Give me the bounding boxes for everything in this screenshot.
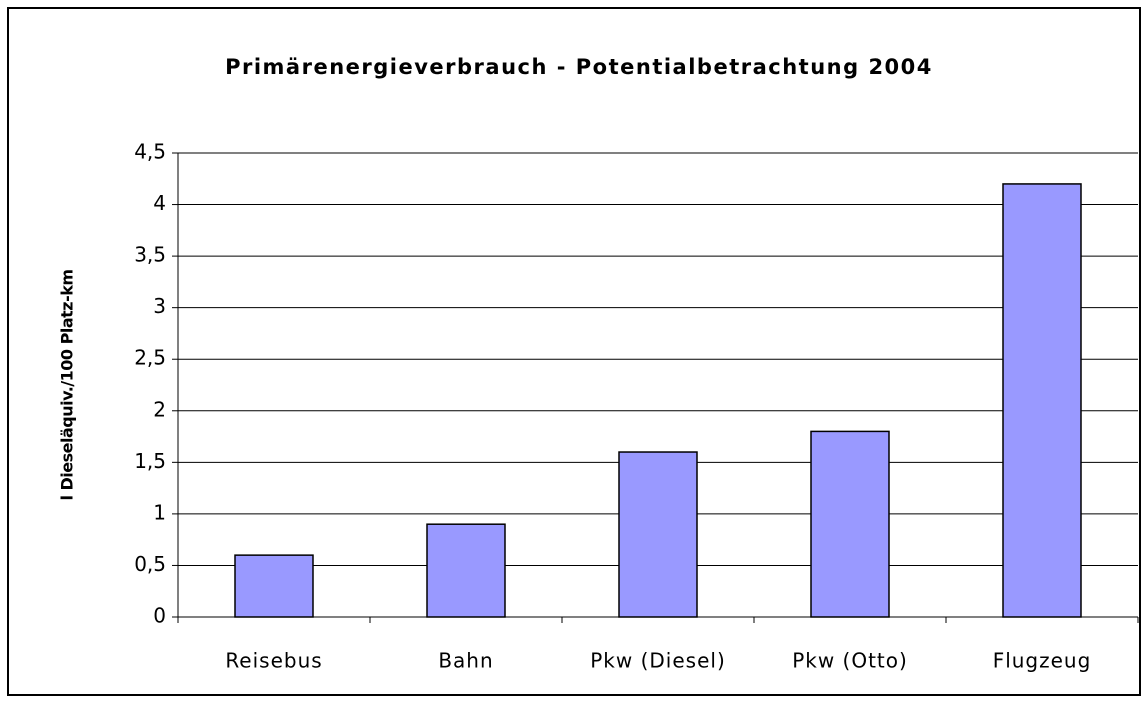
y-tick-label: 1 xyxy=(153,500,166,524)
y-tick-label: 2 xyxy=(153,397,166,421)
bar xyxy=(618,451,698,618)
x-tick-label: Flugzeug xyxy=(993,649,1092,673)
y-tick-label: 3 xyxy=(153,294,166,318)
y-tick-label: 0 xyxy=(153,604,166,628)
chart-border xyxy=(7,7,1141,696)
chart-title: Primärenergieverbrauch - Potentialbetrac… xyxy=(225,55,933,79)
x-tick-label: Reisebus xyxy=(225,649,322,673)
bar xyxy=(234,554,314,618)
x-tick-label: Pkw (Otto) xyxy=(792,649,908,673)
bar xyxy=(426,523,506,618)
y-tick-label: 4 xyxy=(153,191,166,215)
y-axis-label: l Dieseläquiv./100 Platz-km xyxy=(58,269,77,500)
x-tick-label: Bahn xyxy=(438,649,493,673)
y-tick-label: 2,5 xyxy=(134,346,166,370)
y-tick-label: 3,5 xyxy=(134,243,166,267)
y-tick-label: 0,5 xyxy=(134,552,166,576)
x-tick-label: Pkw (Diesel) xyxy=(590,649,726,673)
y-tick-label: 4,5 xyxy=(134,140,166,164)
bar xyxy=(810,430,890,618)
y-tick-label: 1,5 xyxy=(134,449,166,473)
bar xyxy=(1002,183,1082,618)
